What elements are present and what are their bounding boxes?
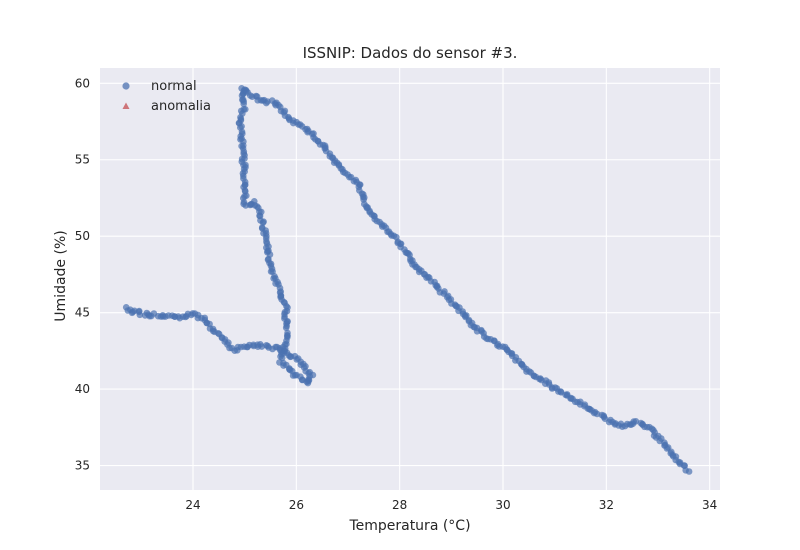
x-tick-label: 26 bbox=[289, 498, 304, 512]
y-axis-label: Umidade (%) bbox=[53, 230, 69, 321]
y-tick-label: 60 bbox=[75, 76, 90, 90]
legend-marker-normal bbox=[122, 82, 130, 90]
x-axis-label: Temperatura (°C) bbox=[348, 518, 470, 534]
x-tick-label: 34 bbox=[702, 498, 717, 512]
legend-marker-anomalia bbox=[122, 102, 130, 109]
x-tick-label: 28 bbox=[392, 498, 407, 512]
data-point-normal bbox=[632, 418, 640, 425]
y-tick-label: 55 bbox=[75, 153, 90, 167]
legend-label-anomalia: anomalia bbox=[151, 99, 211, 114]
plot-background bbox=[100, 68, 720, 490]
x-tick-label: 32 bbox=[599, 498, 614, 512]
data-point-normal bbox=[242, 106, 249, 113]
x-tick-label: 30 bbox=[495, 498, 510, 512]
data-point-normal bbox=[685, 468, 693, 475]
data-point-normal bbox=[258, 224, 266, 231]
x-tick-label: 24 bbox=[185, 498, 200, 512]
y-tick-label: 50 bbox=[75, 229, 90, 243]
chart-title: ISSNIP: Dados do sensor #3. bbox=[303, 44, 518, 62]
y-tick-label: 35 bbox=[75, 459, 90, 473]
legend-label-normal: normal bbox=[151, 79, 197, 94]
plot-area: 24 26 28 30 32 34 35 40 45 50 55 60 bbox=[75, 68, 720, 512]
y-tick-label: 45 bbox=[75, 306, 90, 320]
data-point-normal bbox=[136, 311, 144, 319]
y-tick-label: 40 bbox=[75, 382, 90, 396]
data-point-normal bbox=[284, 329, 291, 337]
legend: normal anomalia bbox=[122, 79, 211, 114]
